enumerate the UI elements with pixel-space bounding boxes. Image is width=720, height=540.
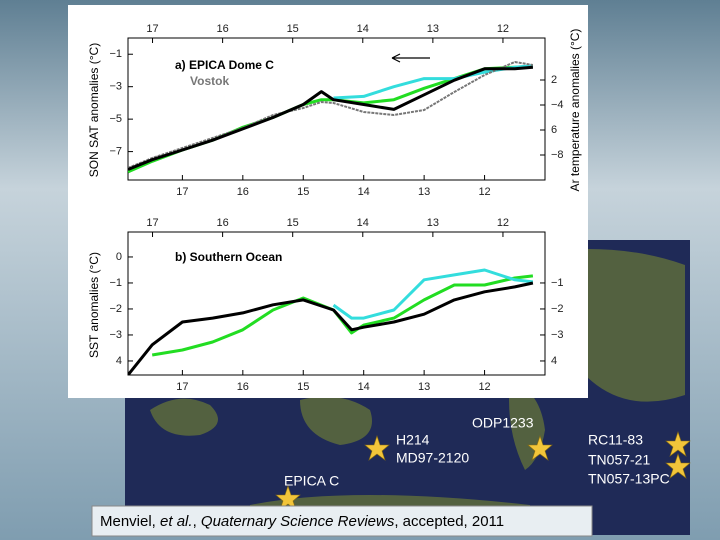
plot-frame xyxy=(127,37,546,181)
citation-journal: Quaternary Science Reviews xyxy=(201,513,395,530)
y-tick-label: −1 xyxy=(109,48,122,60)
citation-author: Menviel, xyxy=(100,513,160,530)
x-tick-label: 13 xyxy=(418,381,430,393)
plot-frame xyxy=(127,231,546,376)
legend-entry: Vostok xyxy=(190,74,229,88)
x2-tick-label: 13 xyxy=(427,23,439,35)
x2-tick-label: 14 xyxy=(357,217,369,229)
map-label: ODP1233 xyxy=(472,415,534,431)
x2-tick-label: 13 xyxy=(427,217,439,229)
x-tick-label: 17 xyxy=(176,186,188,198)
map-label: H214 xyxy=(396,432,430,448)
map-label: EPICA C xyxy=(284,473,339,489)
y2-tick-label: −1 xyxy=(551,277,564,289)
series-line xyxy=(128,61,534,169)
x2-tick-label: 14 xyxy=(357,23,369,35)
y-tick-label: −1 xyxy=(109,277,122,289)
y2-tick-label: −3 xyxy=(551,329,564,341)
x2-tick-label: 12 xyxy=(497,23,509,35)
x-tick-label: 15 xyxy=(297,186,309,198)
y-axis-label: SST anomalies (°C) xyxy=(87,252,101,358)
x-tick-label: 15 xyxy=(297,381,309,393)
x-tick-label: 12 xyxy=(478,186,490,198)
y2-tick-label: 2 xyxy=(551,74,557,86)
panel-title: b) Southern Ocean xyxy=(175,250,282,264)
x-tick-label: 14 xyxy=(358,381,370,393)
plot-area xyxy=(128,268,534,375)
core-stars xyxy=(275,431,691,511)
x-tick-label: 16 xyxy=(237,186,249,198)
citation-sep: , xyxy=(193,513,201,530)
y-tick-label: −2 xyxy=(109,303,122,315)
series-line xyxy=(332,268,534,320)
x-tick-label: 14 xyxy=(358,186,370,198)
y2-axis-label: Ar temperature anomalies (°C) xyxy=(568,29,582,192)
y-tick-label: 0 xyxy=(116,251,122,263)
panel-title: a) EPICA Dome C xyxy=(175,58,274,72)
y2-tick-label: −2 xyxy=(551,303,564,315)
plot-area xyxy=(128,61,534,174)
x2-tick-label: 16 xyxy=(216,217,228,229)
y-tick-label: −3 xyxy=(109,81,122,93)
x-tick-label: 12 xyxy=(478,381,490,393)
x2-tick-label: 12 xyxy=(497,217,509,229)
y2-tick-label: 6 xyxy=(551,124,557,136)
map-label: MD97-2120 xyxy=(396,450,469,466)
citation-rest: , accepted, 2011 xyxy=(394,513,504,530)
citation-box xyxy=(91,505,593,537)
y2-tick-label: 4 xyxy=(551,355,557,367)
citation-etal: et al. xyxy=(160,513,193,530)
y-tick-label: −5 xyxy=(109,113,122,125)
x-tick-label: 17 xyxy=(176,381,188,393)
y2-tick-label: −8 xyxy=(551,149,564,161)
y-tick-label: 4 xyxy=(116,355,122,367)
series-line xyxy=(151,274,534,357)
y2-tick-label: −4 xyxy=(551,99,564,111)
citation: Menviel, et al., Quaternary Science Revi… xyxy=(100,513,504,530)
map-label: TN057-21 xyxy=(588,452,650,468)
time-arrow xyxy=(391,53,430,63)
land xyxy=(150,249,685,530)
x2-tick-label: 15 xyxy=(287,23,299,35)
y-tick-label: −3 xyxy=(109,329,122,341)
x-tick-label: 13 xyxy=(418,186,430,198)
series-line xyxy=(128,65,534,171)
x2-tick-label: 17 xyxy=(146,23,158,35)
x2-tick-label: 15 xyxy=(287,217,299,229)
series-line xyxy=(128,281,534,375)
x-tick-label: 16 xyxy=(237,381,249,393)
x2-tick-label: 16 xyxy=(216,23,228,35)
map-label: RC11-83 xyxy=(588,432,643,448)
y-axis-label: SON SAT anomalies (°C) xyxy=(87,43,101,177)
y-tick-label: −7 xyxy=(109,146,122,158)
map-label: TN057-13PC xyxy=(588,471,670,487)
x2-tick-label: 17 xyxy=(146,217,158,229)
